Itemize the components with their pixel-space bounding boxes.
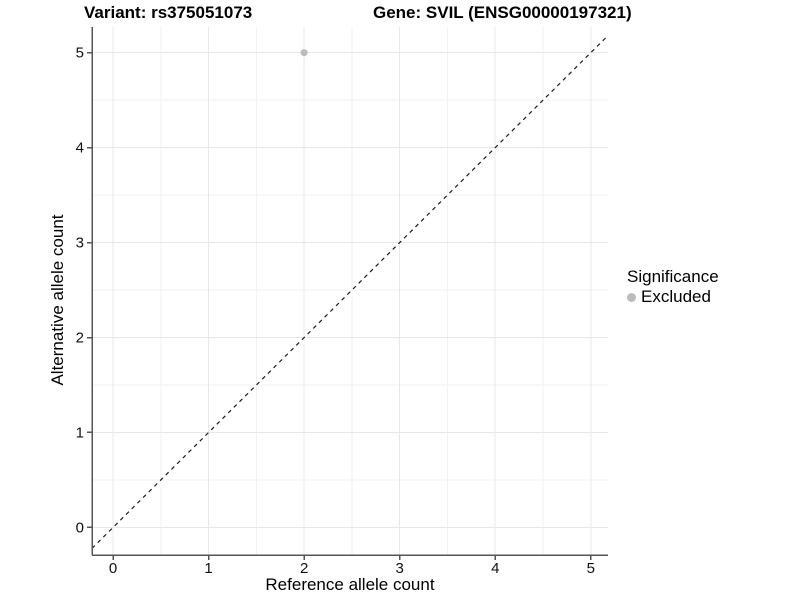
legend-item-label: Excluded xyxy=(641,287,711,306)
x-tick-label: 3 xyxy=(396,560,404,577)
x-tick-label: 4 xyxy=(491,560,499,577)
legend-title: Significance xyxy=(627,267,719,286)
plot-title-variant: Variant: rs375051073 xyxy=(84,3,253,22)
legend-point-icon xyxy=(627,292,636,302)
data-point xyxy=(300,49,308,57)
x-axis-title: Reference allele count xyxy=(265,575,435,594)
y-tick-label: 1 xyxy=(76,424,84,441)
legend-item-excluded: Excluded xyxy=(627,287,719,307)
y-tick-label: 5 xyxy=(76,45,84,62)
x-tick-label: 2 xyxy=(300,560,308,577)
y-tick-label: 2 xyxy=(76,330,84,347)
plot-title-gene: Gene: SVIL (ENSG00000197321) xyxy=(373,3,632,22)
legend: Significance Excluded xyxy=(627,266,719,307)
x-tick-label: 1 xyxy=(204,560,212,577)
y-tick-label: 0 xyxy=(76,519,84,536)
identity-line xyxy=(91,35,609,549)
x-tick-label: 5 xyxy=(587,560,595,577)
y-tick-label: 3 xyxy=(76,235,84,252)
y-tick-label: 4 xyxy=(76,140,84,157)
x-tick-label: 0 xyxy=(109,560,117,577)
y-axis-title: Alternative allele count xyxy=(48,214,67,386)
